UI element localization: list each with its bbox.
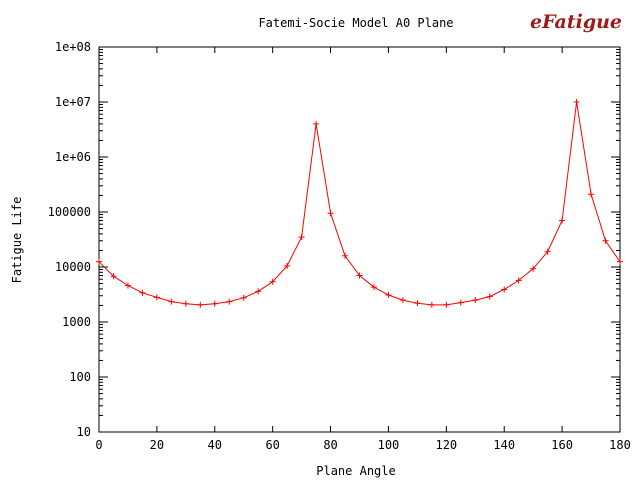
data-point [298, 234, 305, 241]
data-point [530, 265, 537, 272]
data-point [501, 286, 508, 293]
x-tick-label: 20 [150, 438, 164, 452]
data-point [240, 294, 247, 301]
data-point [428, 301, 435, 308]
data-point [110, 273, 117, 280]
x-tick-label: 120 [435, 438, 457, 452]
data-point [457, 299, 464, 306]
data-point [269, 278, 276, 285]
data-point [197, 301, 204, 308]
data-point [226, 298, 233, 305]
x-tick-label: 0 [95, 438, 102, 452]
y-axis-label: Fatigue Life [10, 197, 24, 284]
data-point [573, 99, 580, 105]
x-tick-label: 80 [323, 438, 337, 452]
y-tick-label: 1000 [62, 315, 91, 329]
data-point [313, 120, 320, 127]
x-axis-label: Plane Angle [316, 464, 395, 478]
data-point [356, 272, 363, 279]
y-tick-label: 1e+08 [55, 40, 91, 54]
data-point [602, 237, 609, 244]
y-tick-label: 1e+06 [55, 150, 91, 164]
x-tick-label: 180 [609, 438, 631, 452]
data-point [124, 282, 131, 289]
x-tick-label: 140 [493, 438, 515, 452]
x-tick-label: 160 [551, 438, 573, 452]
data-point [327, 210, 334, 217]
data-point [168, 298, 175, 305]
data-point [211, 300, 218, 307]
data-point [544, 248, 551, 255]
data-point [255, 288, 262, 295]
data-point [559, 217, 566, 224]
y-axis: 10 100 1000 10000 100000 1e+06 1e+07 1e+08 [48, 40, 620, 439]
data-point [515, 277, 522, 284]
data-point [443, 301, 450, 308]
data-point [588, 191, 595, 198]
y-tick-label: 10 [77, 425, 91, 439]
data-point [182, 300, 189, 307]
data-point [617, 258, 623, 265]
data-point [342, 252, 349, 259]
plot-frame [98, 46, 621, 433]
data-point [96, 258, 102, 265]
y-tick-label: 1e+07 [55, 95, 91, 109]
data-point [486, 293, 493, 300]
x-tick-label: 60 [265, 438, 279, 452]
data-point [139, 289, 146, 296]
data-point [414, 300, 421, 307]
x-axis: 0 20 40 60 80 100 120 140 160 180 [95, 47, 631, 452]
chart-title: Fatemi-Socie Model A0 Plane [258, 16, 453, 30]
y-tick-label: 100000 [48, 205, 91, 219]
fatigue-life-points [96, 99, 623, 308]
data-point [153, 294, 160, 301]
data-point [472, 297, 479, 304]
x-tick-label: 100 [378, 438, 400, 452]
y-tick-label: 100 [69, 370, 91, 384]
data-point [370, 284, 377, 291]
data-point [385, 291, 392, 298]
efatigue-logo: eFatigue [530, 11, 622, 33]
data-point [399, 297, 406, 304]
y-tick-label: 10000 [55, 260, 91, 274]
x-tick-label: 40 [208, 438, 222, 452]
data-point [284, 262, 291, 269]
